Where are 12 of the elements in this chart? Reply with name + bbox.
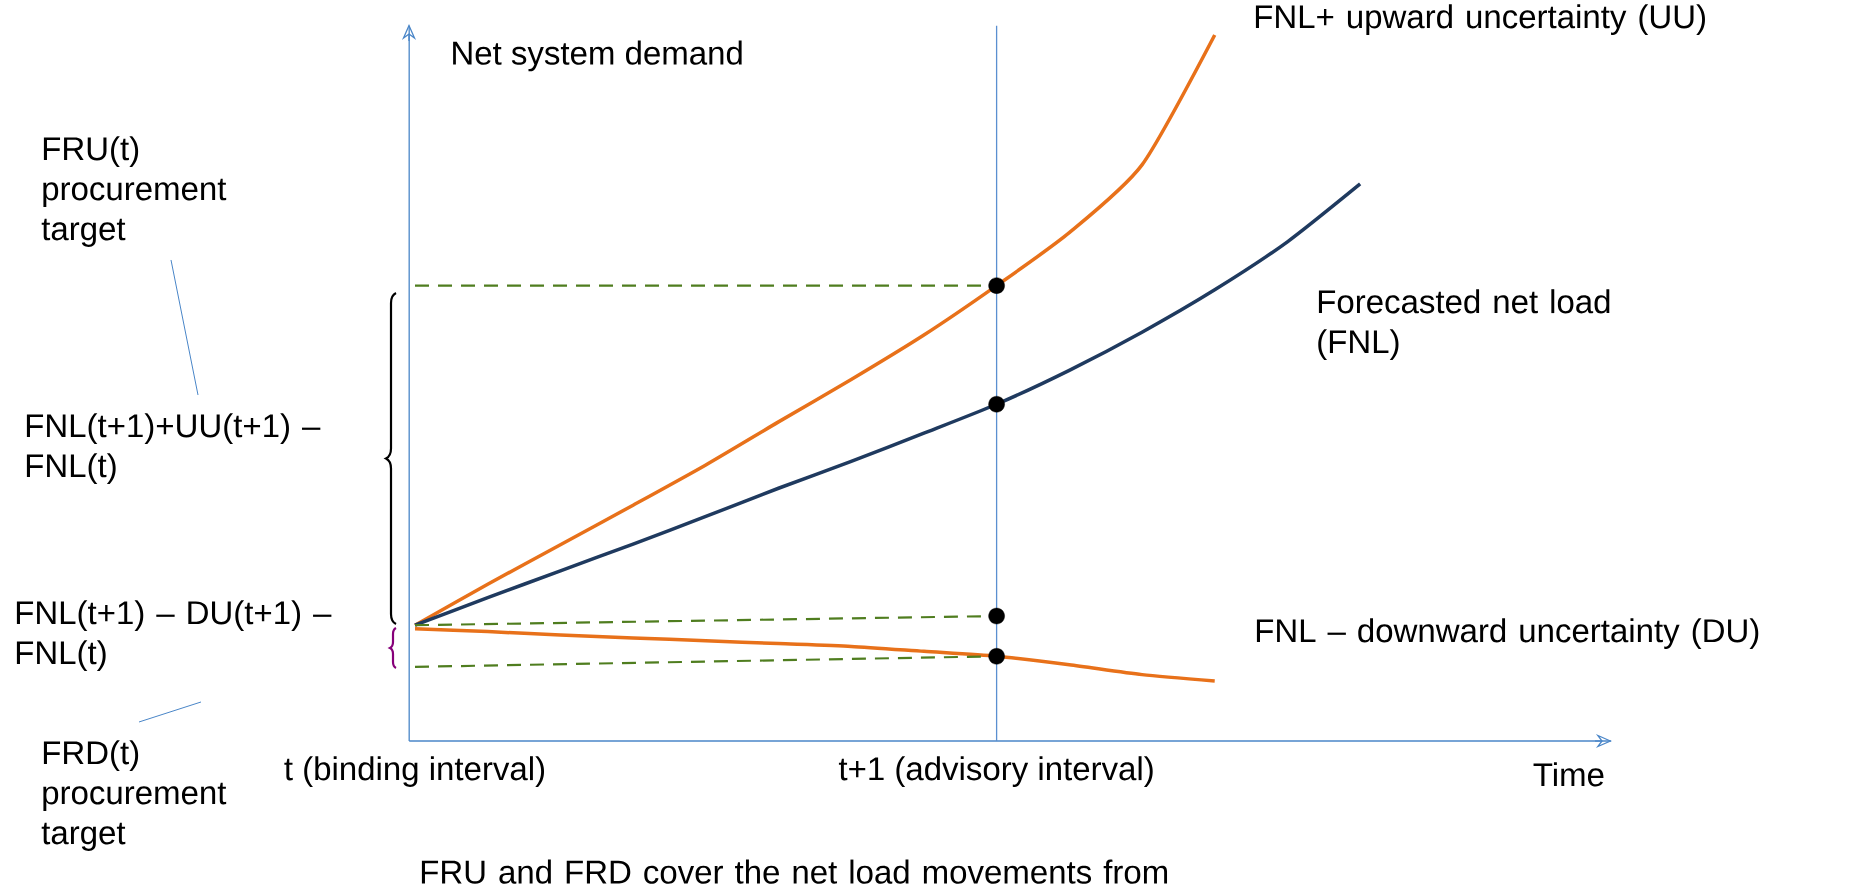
x-tick-label: t (binding interval) bbox=[284, 756, 545, 787]
series-label: FNL – downward uncertainty (DU) bbox=[1256, 618, 1759, 649]
text: FNL(t+1)+UU(t+1) – FNL(t) bbox=[26, 413, 321, 484]
text: FRD(t) procurement target bbox=[41, 740, 227, 851]
text: FNL(t+1) – DU(t+1) – FNL(t) bbox=[16, 600, 332, 671]
y-axis-title: Net system demand bbox=[453, 40, 742, 72]
x-axis-title: Time bbox=[1533, 762, 1604, 787]
text: FRU and FRD cover the net load movements from bbox=[421, 859, 1168, 884]
x-tick-label: t+1 (advisory interval) bbox=[838, 756, 1153, 787]
text: FRU(t) procurement target bbox=[41, 136, 227, 247]
series-label: FNL+ upward uncertainty (UU) bbox=[1255, 4, 1705, 35]
series-label: Forecasted net load (FNL) bbox=[1318, 289, 1610, 360]
